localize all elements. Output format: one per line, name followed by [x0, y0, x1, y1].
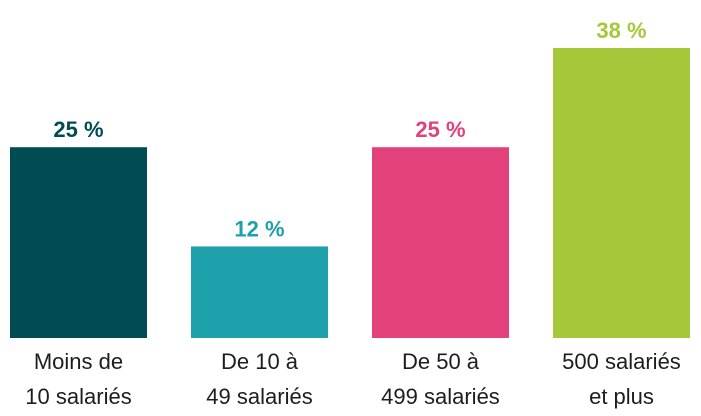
bar — [10, 147, 147, 338]
category-label: 500 salariés et plus — [562, 349, 681, 409]
value-label: 12 % — [234, 216, 284, 241]
value-label: 25 % — [53, 117, 103, 142]
bar — [372, 147, 509, 338]
value-label: 25 % — [415, 117, 465, 142]
category-label: De 50 à 499 salariés — [381, 349, 500, 409]
value-label: 38 % — [596, 18, 646, 43]
bar — [191, 246, 328, 338]
bar — [553, 48, 690, 338]
category-label: De 10 à 49 salariés — [206, 349, 313, 409]
category-label: Moins de 10 salariés — [25, 349, 132, 409]
